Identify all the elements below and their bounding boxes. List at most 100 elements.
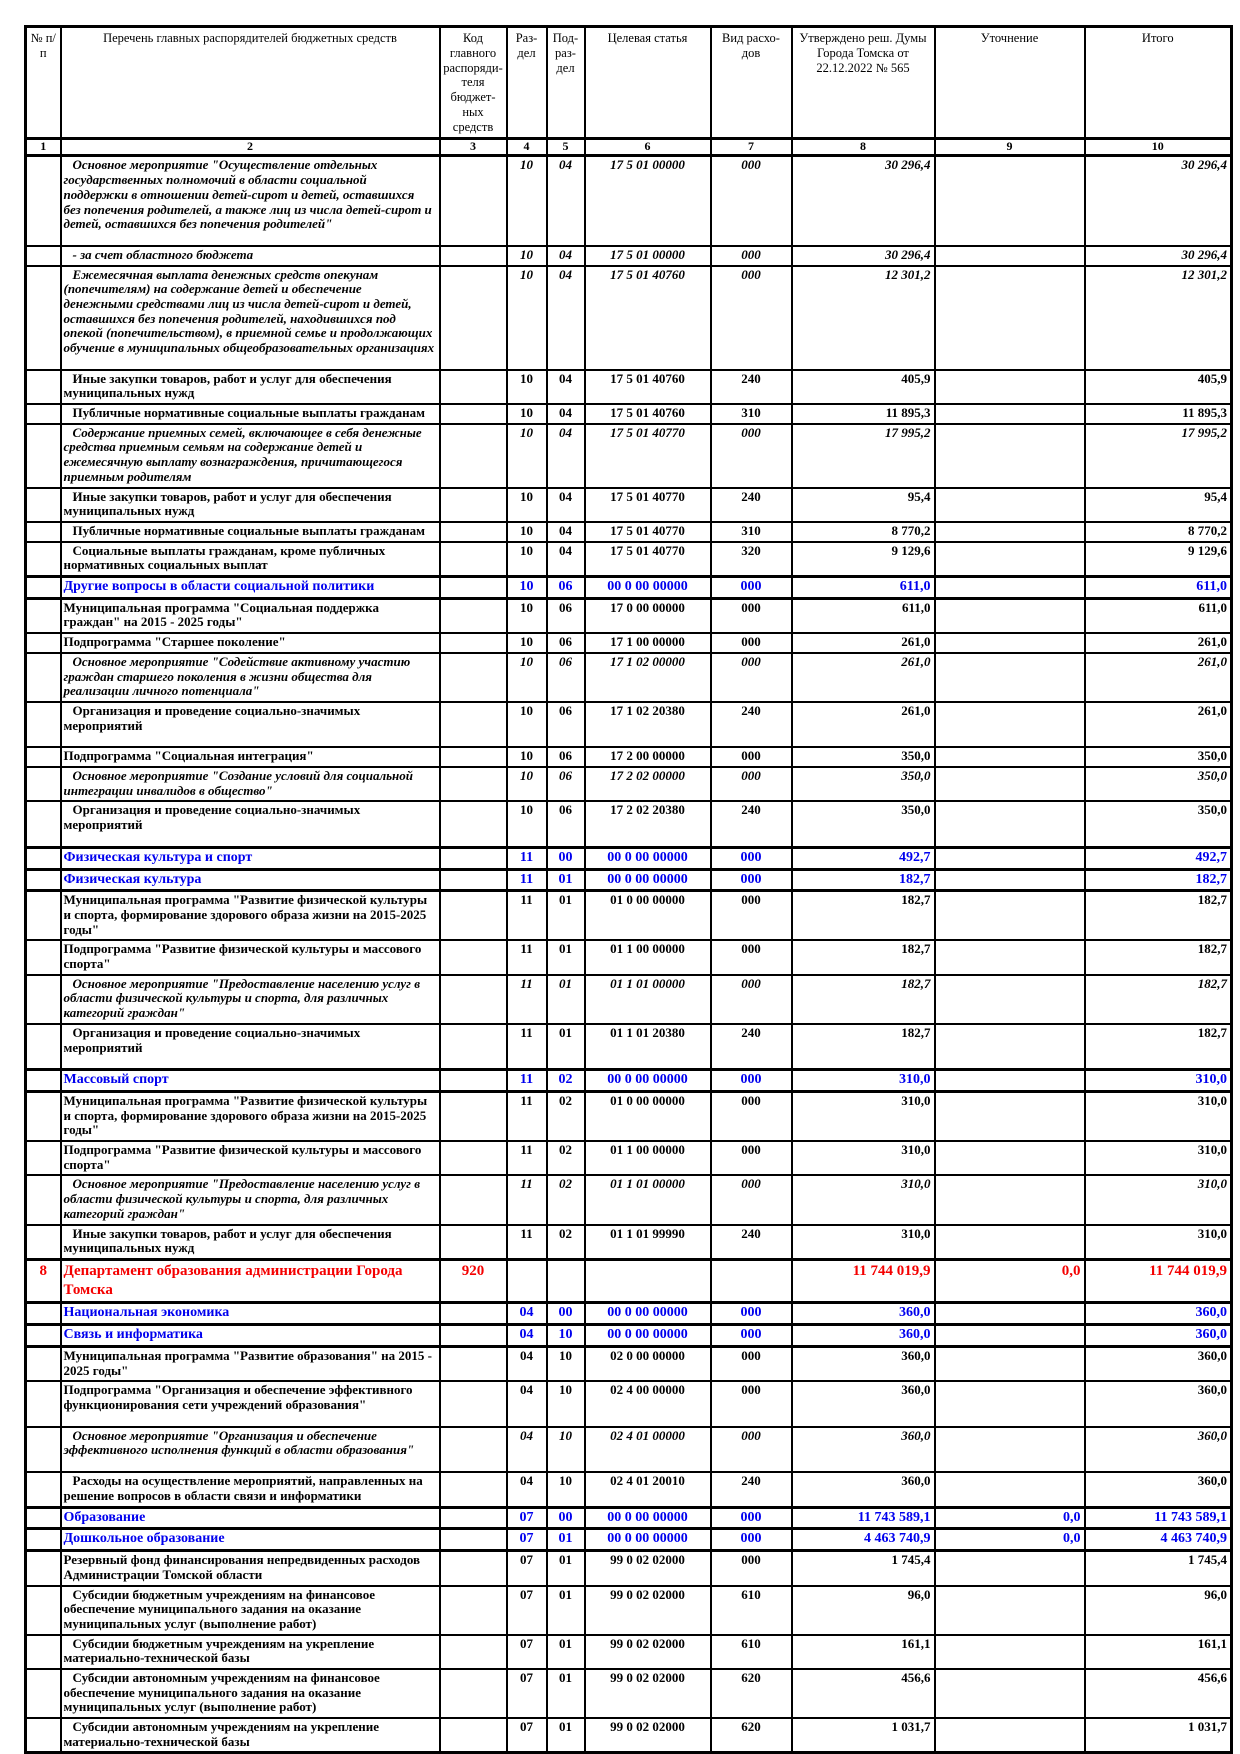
cell-title: Расходы на осуществление мероприятий, на…: [59, 1471, 441, 1508]
cell-podrazdel: 10: [545, 1323, 586, 1348]
cell-razdel: 11: [505, 889, 548, 942]
row-title-text: Основное мероприятие "Организация и обес…: [63, 1427, 415, 1458]
cell-razdel: 07: [505, 1505, 548, 1531]
table-row: Подпрограмма "Развитие физической культу…: [24, 1140, 1233, 1177]
cell-row-number: [24, 1717, 62, 1754]
column-index: 2: [59, 137, 441, 158]
cell-clarification: [933, 939, 1086, 976]
cell-razdel: 10: [505, 540, 548, 578]
cell-grbs-code: [438, 746, 508, 768]
cell-razdel: 10: [505, 746, 548, 768]
cell-title: Подпрограмма "Организация и обеспечение …: [59, 1380, 441, 1428]
cell-row-number: [24, 1323, 62, 1348]
cell-grbs-code: [438, 1549, 508, 1587]
cell-row-number: [24, 1068, 62, 1093]
cell-title: Публичные нормативные социальные выплаты…: [59, 520, 441, 543]
cell-expense-type: 000: [709, 1140, 793, 1177]
cell-approved: 182,7: [790, 1022, 936, 1071]
row-title-text: Муниципальная программа "Развитие образо…: [63, 1348, 433, 1378]
cell-podrazdel: 01: [545, 939, 586, 976]
cell-clarification: [933, 1140, 1086, 1177]
row-title-text: Основное мероприятие "Осуществление отде…: [63, 157, 432, 232]
cell-razdel: 10: [505, 700, 548, 749]
cell-razdel: 10: [505, 574, 548, 600]
cell-razdel: 11: [505, 1140, 548, 1177]
cell-target-article: 17 5 01 40760: [583, 403, 712, 425]
cell-razdel: 11: [505, 939, 548, 976]
cell-clarification: [933, 700, 1086, 749]
column-index: 8: [790, 137, 936, 158]
cell-total: 310,0: [1083, 1090, 1233, 1143]
row-title-text: Основное мероприятие "Создание условий д…: [63, 767, 414, 798]
row-title-text: Субсидии автономным учреждениям на финан…: [63, 1669, 380, 1715]
table-row: Иные закупки товаров, работ и услуг для …: [24, 1223, 1233, 1261]
cell-razdel: 07: [505, 1527, 548, 1553]
cell-clarification: [933, 1584, 1086, 1636]
row-title-text: Организация и проведение социально-значи…: [63, 702, 361, 733]
cell-grbs-code: [438, 1323, 508, 1348]
cell-row-number: [24, 939, 62, 976]
cell-grbs-code: [438, 574, 508, 600]
table-row: Основное мероприятие "Содействие активно…: [24, 651, 1233, 703]
cell-clarification: [933, 1301, 1086, 1327]
cell-row-number: [24, 1667, 62, 1720]
cell-clarification: [933, 973, 1086, 1025]
cell-clarification: [933, 800, 1086, 849]
table-row: Субсидии автономным учреждениям на финан…: [24, 1667, 1233, 1720]
row-title-text: Подпрограмма "Развитие физической культу…: [63, 941, 422, 972]
row-title-text: Основное мероприятие "Предоставление нас…: [63, 975, 421, 1021]
cell-grbs-code: [438, 486, 508, 523]
cell-total: 30 296,4: [1083, 244, 1233, 267]
cell-title: Иные закупки товаров, работ и услуг для …: [59, 486, 441, 523]
cell-clarification: 0,0: [933, 1527, 1086, 1553]
cell-approved: 310,0: [790, 1068, 936, 1093]
cell-total: 261,0: [1083, 700, 1233, 749]
cell-grbs-code: [438, 765, 508, 803]
column-index-row: 1 2 3 4 5 6 7 8 9 10: [24, 137, 1233, 158]
cell-podrazdel: 10: [545, 1380, 586, 1428]
cell-clarification: [933, 632, 1086, 654]
cell-razdel: 10: [505, 244, 548, 267]
table-row: Физическая культура 11 01 00 0 00 00000 000 1…: [24, 867, 1233, 893]
table-row: Подпрограмма "Организация и обеспечение …: [24, 1380, 1233, 1428]
cell-row-number: [24, 1174, 62, 1226]
cell-row-number: [24, 1140, 62, 1177]
row-title-text: Расходы на осуществление мероприятий, на…: [63, 1473, 423, 1503]
cell-row-number: [24, 486, 62, 523]
table-row: Ежемесячная выплата денежных средств опе…: [24, 264, 1233, 371]
cell-target-article: 17 5 01 00000: [583, 244, 712, 267]
cell-clarification: [933, 574, 1086, 600]
cell-row-number: [24, 700, 62, 749]
cell-expense-type: 320: [709, 540, 793, 578]
cell-clarification: [933, 889, 1086, 942]
cell-total: 11 744 019,9: [1083, 1257, 1233, 1305]
cell-clarification: [933, 154, 1086, 247]
cell-grbs-code: [438, 1667, 508, 1720]
cell-target-article: 01 1 00 00000: [583, 1140, 712, 1177]
cell-total: 8 770,2: [1083, 520, 1233, 543]
cell-clarification: [933, 597, 1086, 635]
cell-total: 360,0: [1083, 1425, 1233, 1474]
column-index: 10: [1083, 137, 1233, 158]
cell-title: Резервный фонд финансирования непредвиде…: [59, 1549, 441, 1587]
cell-approved: 182,7: [790, 939, 936, 976]
cell-title: Основное мероприятие "Организация и обес…: [59, 1425, 441, 1474]
cell-razdel: 10: [505, 403, 548, 425]
cell-target-article: 02 4 01 00000: [583, 1425, 712, 1474]
cell-razdel: 10: [505, 520, 548, 543]
cell-title: Другие вопросы в области социальной поли…: [59, 574, 441, 600]
cell-expense-type: 240: [709, 800, 793, 849]
row-title-text: Дошкольное образование: [63, 1531, 225, 1547]
cell-title: Субсидии автономным учреждениям на финан…: [59, 1667, 441, 1720]
cell-target-article: 01 0 00 00000: [583, 889, 712, 942]
cell-total: 182,7: [1083, 867, 1233, 893]
row-title-text: Образование: [63, 1509, 146, 1525]
cell-razdel: 10: [505, 597, 548, 635]
cell-title: Основное мероприятие "Осуществление отде…: [59, 154, 441, 247]
cell-row-number: [24, 520, 62, 543]
cell-total: 492,7: [1083, 845, 1233, 871]
cell-clarification: [933, 520, 1086, 543]
cell-expense-type: 000: [709, 1380, 793, 1428]
table-row: Подпрограмма "Старшее поколение" 10 06 17 1…: [24, 632, 1233, 654]
cell-title: Физическая культура и спорт: [59, 845, 441, 871]
